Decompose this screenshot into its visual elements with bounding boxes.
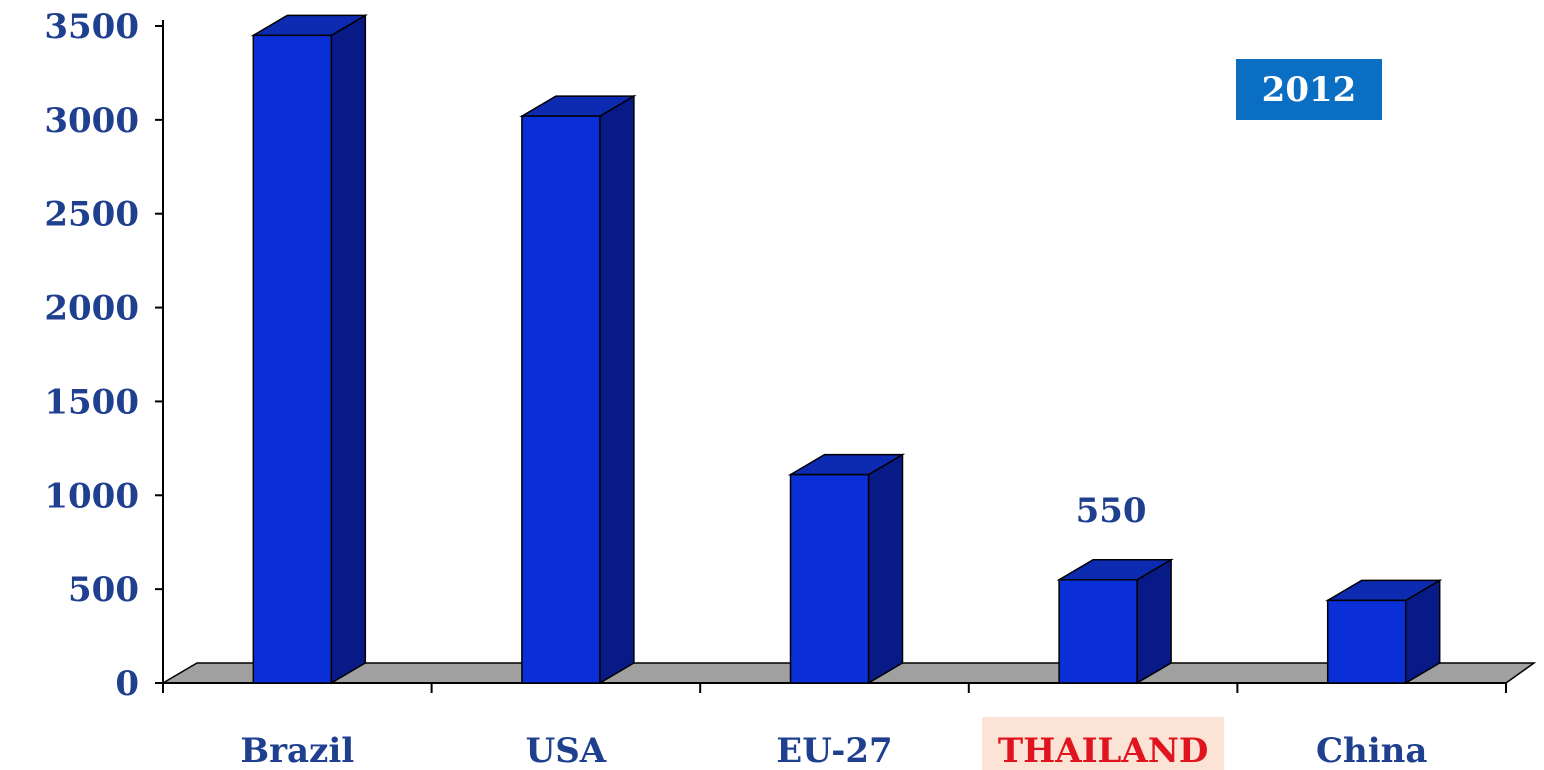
bar-front bbox=[1059, 580, 1137, 683]
x-axis-ticks: Brazil USA EU-27 THAILAND China bbox=[240, 717, 1427, 770]
bar-side bbox=[869, 455, 903, 683]
y-tick-label: 1000 bbox=[44, 476, 139, 516]
bar-usa bbox=[522, 96, 634, 683]
bar-front bbox=[1328, 600, 1406, 683]
bar-front bbox=[522, 116, 600, 683]
y-axis-ticks: 0 500 1000 1500 2000 2500 3000 3500 bbox=[44, 7, 163, 704]
bar-thailand bbox=[1059, 560, 1171, 683]
y-tick-label: 2000 bbox=[44, 289, 139, 329]
bar-front bbox=[791, 475, 869, 683]
y-tick-label: 3000 bbox=[44, 101, 139, 141]
x-tick-label: China bbox=[1316, 731, 1427, 770]
x-tick-label: USA bbox=[526, 731, 607, 770]
x-tick-label: Brazil bbox=[240, 731, 354, 770]
y-tick-label: 500 bbox=[68, 570, 139, 610]
bar-brazil bbox=[253, 15, 365, 683]
data-labels: 550 bbox=[1076, 491, 1147, 531]
data-label: 550 bbox=[1076, 491, 1147, 531]
bar-eu-27 bbox=[791, 455, 903, 683]
y-tick-label: 3500 bbox=[44, 7, 139, 47]
bar-china bbox=[1328, 580, 1440, 683]
y-tick-label: 1500 bbox=[44, 382, 139, 422]
bar-front bbox=[253, 35, 331, 683]
y-tick-label: 2500 bbox=[44, 195, 139, 235]
x-tick-label: THAILAND bbox=[998, 731, 1209, 770]
bar-side bbox=[331, 15, 365, 683]
bar-side bbox=[600, 96, 634, 683]
bar-side bbox=[1137, 560, 1171, 683]
y-tick-label: 0 bbox=[115, 664, 139, 704]
badge-label: 2012 bbox=[1262, 70, 1357, 110]
year-badge: 2012 bbox=[1236, 59, 1382, 120]
x-tick-label: EU-27 bbox=[776, 731, 892, 770]
